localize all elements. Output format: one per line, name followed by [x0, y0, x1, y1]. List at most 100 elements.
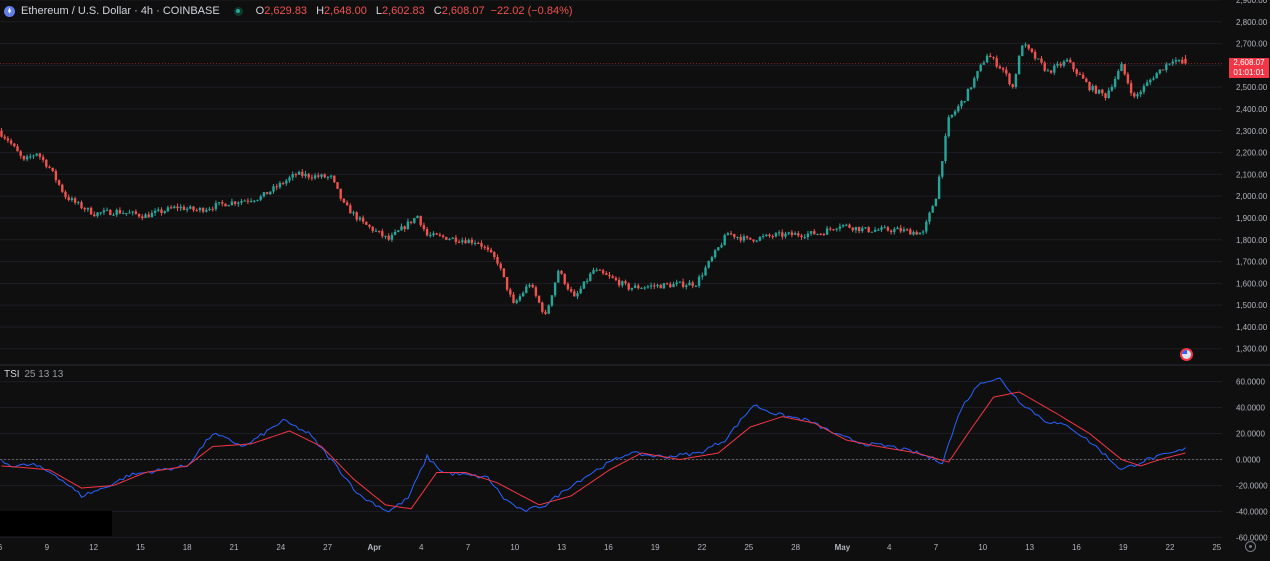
candle-body [1001, 68, 1005, 70]
candle-body [1021, 45, 1024, 57]
candle-body [381, 231, 384, 237]
candle-body [38, 153, 42, 157]
candle-body [253, 200, 256, 202]
candle-body [550, 295, 554, 306]
candle-body [825, 228, 829, 235]
candle-body [1142, 85, 1146, 92]
candle-body [1085, 78, 1088, 83]
candle-body [765, 234, 768, 237]
candle-body [480, 243, 483, 247]
candle-body [147, 214, 150, 218]
x-tick-label: 9 [45, 543, 50, 552]
candle-body [141, 216, 144, 219]
candle-body [118, 209, 122, 214]
candle-body [109, 209, 112, 216]
candle-body [896, 227, 899, 230]
price-tick-label: 2,400.00 [1236, 105, 1268, 114]
candle-body [57, 180, 61, 185]
candle-body [742, 236, 746, 241]
candle-body [326, 176, 330, 178]
candle-body [873, 229, 877, 232]
candle-body [406, 221, 410, 230]
candle-body [595, 269, 598, 271]
candle-body [198, 208, 202, 211]
candle-body [829, 228, 832, 230]
price-tick-label: 1,400.00 [1236, 323, 1268, 332]
candle-body [569, 289, 573, 292]
candle-body [470, 239, 474, 244]
candle-body [758, 236, 762, 241]
x-tick-label: Apr [368, 543, 382, 552]
candle-body [249, 201, 253, 203]
symbol-title[interactable]: Ethereum / U.S. Dollar · 4h · COINBASE [21, 5, 220, 17]
candle-body [1171, 61, 1174, 64]
candle-body [173, 206, 176, 209]
candle-body [221, 202, 224, 204]
candle-body [611, 276, 614, 278]
candle-body [745, 236, 749, 238]
candle-body [883, 227, 886, 229]
candle-body [1043, 62, 1046, 71]
candle-body [112, 214, 115, 216]
candle-body [329, 175, 333, 177]
candle-body [729, 233, 733, 235]
candle-body [384, 235, 387, 237]
ohlc-close-key: C [433, 5, 442, 17]
candle-body [435, 233, 438, 235]
candle-body [803, 236, 806, 238]
candle-body [1101, 89, 1104, 94]
candle-body [969, 87, 973, 89]
candle-body [864, 227, 867, 229]
candle-body [0, 130, 3, 137]
candle-body [1059, 63, 1062, 66]
x-tick-label: 10 [978, 543, 987, 552]
candle-body [1110, 86, 1114, 91]
candle-body [16, 146, 19, 152]
candle-body [1011, 84, 1014, 87]
candle-body [585, 280, 589, 282]
settings-icon[interactable] [1245, 541, 1256, 552]
x-tick-label: 7 [466, 543, 471, 552]
candle-body [64, 191, 67, 198]
candle-body [617, 279, 621, 286]
candle-body [790, 232, 794, 235]
candle-body [25, 156, 29, 160]
candle-body [630, 287, 634, 290]
candle-body [1065, 59, 1069, 62]
us-flag-icon[interactable] [1180, 348, 1193, 361]
candle-body [832, 229, 835, 231]
candle-body [13, 143, 16, 147]
candle-body [784, 233, 787, 237]
ethereum-icon [4, 5, 15, 17]
candle-body [230, 201, 234, 206]
candle-body [73, 198, 77, 203]
candle-body [752, 239, 755, 242]
tsi-indicator-label[interactable]: TSI 25 13 13 [4, 369, 63, 380]
candle-body [800, 235, 803, 238]
candle-body [1184, 58, 1187, 64]
candle-body [960, 101, 963, 107]
candle-body [1062, 61, 1066, 66]
x-tick-label: 10 [510, 543, 519, 552]
candle-body [80, 202, 83, 209]
candle-body [589, 273, 592, 281]
candle-body [893, 229, 896, 233]
candle-body [1149, 79, 1152, 83]
candle-body [409, 221, 413, 223]
market-status-icon[interactable] [233, 6, 243, 16]
candle-body [205, 209, 208, 212]
candle-body [841, 224, 845, 227]
ohlc-high-value: 2,648.00 [324, 5, 367, 17]
candle-body [1049, 70, 1053, 73]
price-tick-label: 2,900.00 [1236, 0, 1268, 5]
candle-body [649, 285, 653, 287]
candle-body [1040, 58, 1043, 63]
candle-body [1027, 44, 1030, 49]
candle-body [352, 212, 355, 214]
candle-body [121, 213, 125, 215]
candle-body [265, 192, 269, 195]
candle-body [656, 284, 659, 287]
candle-body [77, 202, 80, 204]
